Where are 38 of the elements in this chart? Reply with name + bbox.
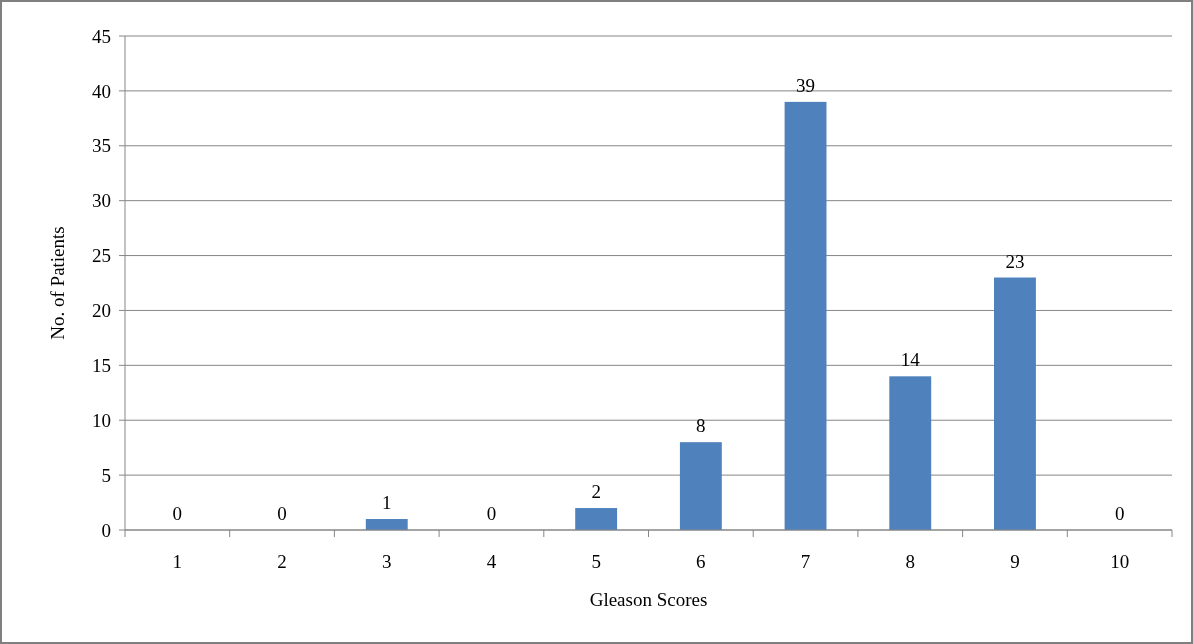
bar <box>889 376 932 530</box>
y-tick-label: 0 <box>101 519 111 541</box>
bar <box>679 442 722 530</box>
data-label: 0 <box>1114 503 1125 524</box>
data-label: 23 <box>1005 250 1025 272</box>
bar <box>994 277 1036 530</box>
bar <box>575 508 618 530</box>
x-tick-label: 9 <box>1010 551 1020 572</box>
y-tick-label: 20 <box>92 300 111 322</box>
data-label: 8 <box>696 415 706 437</box>
x-axis-title: Gleason Scores <box>589 589 708 610</box>
x-tick-label: 3 <box>382 551 392 572</box>
y-tick-label: 5 <box>101 464 111 486</box>
bar <box>784 101 827 530</box>
x-tick-label: 10 <box>1110 551 1130 572</box>
y-tick-label: 35 <box>92 135 111 157</box>
data-label: 2 <box>591 481 601 503</box>
data-label: 39 <box>796 74 816 96</box>
y-axis-title: No. of Patients <box>47 226 68 340</box>
y-tick-label: 40 <box>92 80 111 102</box>
x-tick-label: 7 <box>800 551 811 572</box>
y-tick-label: 25 <box>92 245 111 267</box>
data-label: 14 <box>900 349 921 371</box>
x-tick-label: 8 <box>905 551 915 572</box>
x-tick-label: 1 <box>172 551 183 572</box>
data-label: 0 <box>486 503 497 524</box>
data-label: 0 <box>172 503 183 524</box>
x-tick-label: 4 <box>486 551 497 572</box>
y-tick-label: 15 <box>92 354 111 376</box>
x-tick-label: 2 <box>277 551 287 572</box>
y-tick-label: 10 <box>92 409 111 431</box>
data-label: 1 <box>382 492 392 514</box>
x-tick-label: 6 <box>696 551 706 572</box>
data-label: 0 <box>277 503 287 524</box>
x-tick-label: 5 <box>591 551 601 572</box>
y-tick-label: 45 <box>92 25 111 47</box>
y-tick-label: 30 <box>92 190 111 212</box>
bar <box>365 519 408 530</box>
